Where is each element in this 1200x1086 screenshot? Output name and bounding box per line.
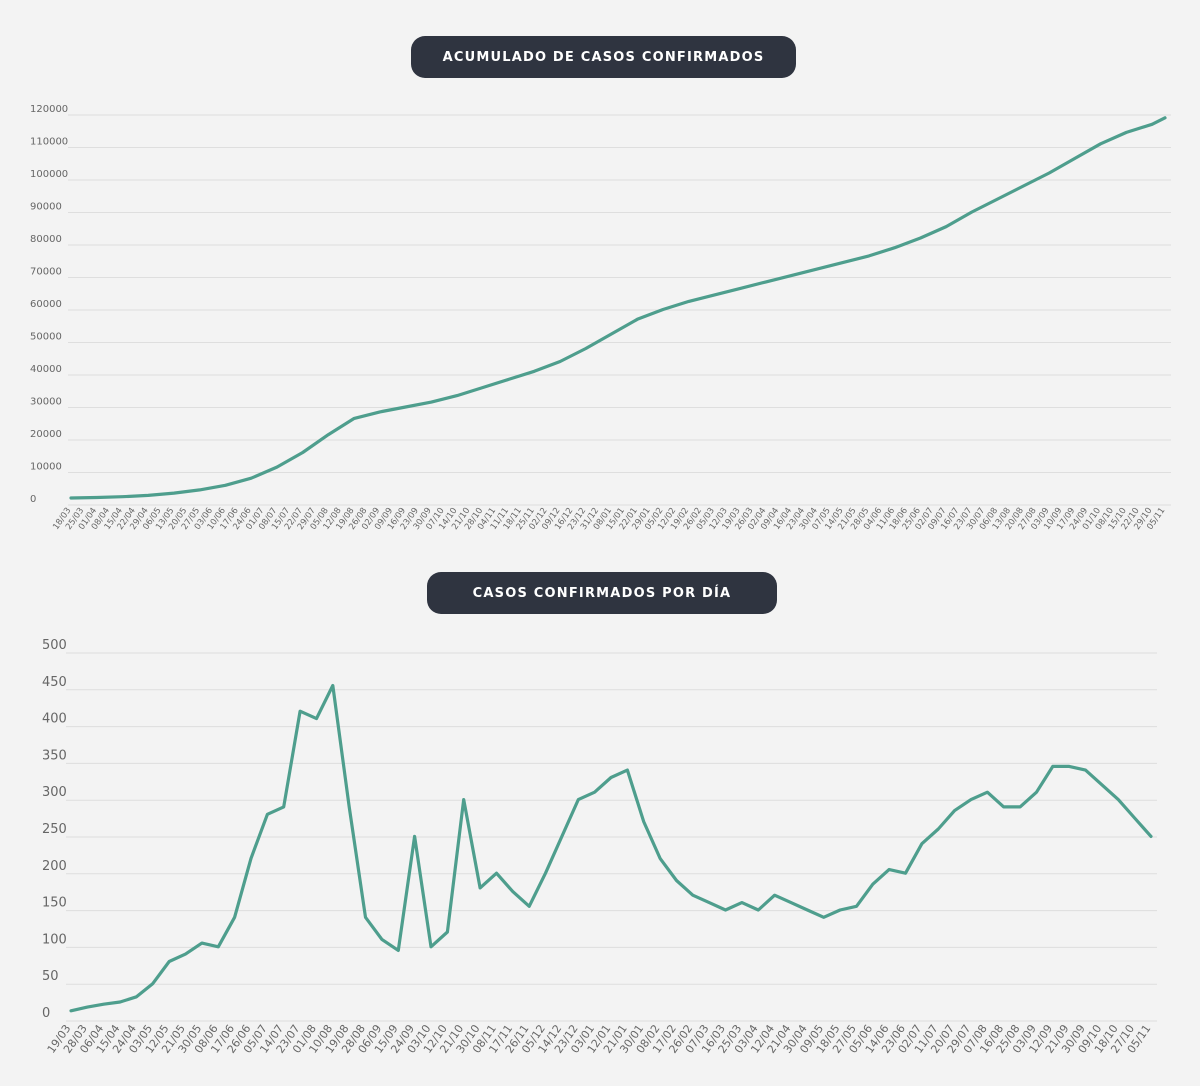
- y-tick-label: 110000: [30, 137, 68, 148]
- cumulative-cases-chart: 0 10000 20000 30000 40000 50000 60000 70000 8000…: [30, 104, 1171, 532]
- y-tick-label: 40000: [30, 364, 62, 375]
- y-tick-label: 100000: [30, 169, 68, 180]
- y-tick-label: 50: [42, 969, 59, 984]
- y-tick-label: 250: [42, 822, 67, 837]
- y-tick-label: 50000: [30, 332, 62, 343]
- y-tick-label: 400: [42, 712, 67, 727]
- daily-chart-title: CASOS CONFIRMADOS POR DÍA: [427, 572, 777, 614]
- y-tick-label: 200: [42, 859, 67, 874]
- daily-cases-chart: 05010015020025030035040045050019/0328/03…: [42, 638, 1157, 1056]
- y-tick-label: 0: [42, 1006, 50, 1021]
- y-tick-label: 100: [42, 932, 67, 947]
- y-tick-label: 20000: [30, 429, 62, 440]
- y-tick-label: 80000: [30, 234, 62, 245]
- y-tick-label: 90000: [30, 202, 62, 213]
- cumulative-chart-title: ACUMULADO DE CASOS CONFIRMADOS: [411, 36, 796, 78]
- series-line: [69, 116, 1167, 500]
- y-tick-label: 0: [30, 494, 36, 505]
- y-tick-label: 70000: [30, 267, 62, 278]
- y-tick-label: 300: [42, 785, 67, 800]
- series-line: [69, 683, 1153, 1013]
- y-tick-label: 350: [42, 748, 67, 763]
- y-tick-label: 450: [42, 675, 67, 690]
- y-tick-label: 60000: [30, 299, 62, 310]
- y-tick-label: 120000: [30, 104, 68, 115]
- y-tick-label: 500: [42, 638, 67, 653]
- y-tick-label: 150: [42, 896, 67, 911]
- y-tick-label: 10000: [30, 462, 62, 473]
- y-tick-label: 30000: [30, 397, 62, 408]
